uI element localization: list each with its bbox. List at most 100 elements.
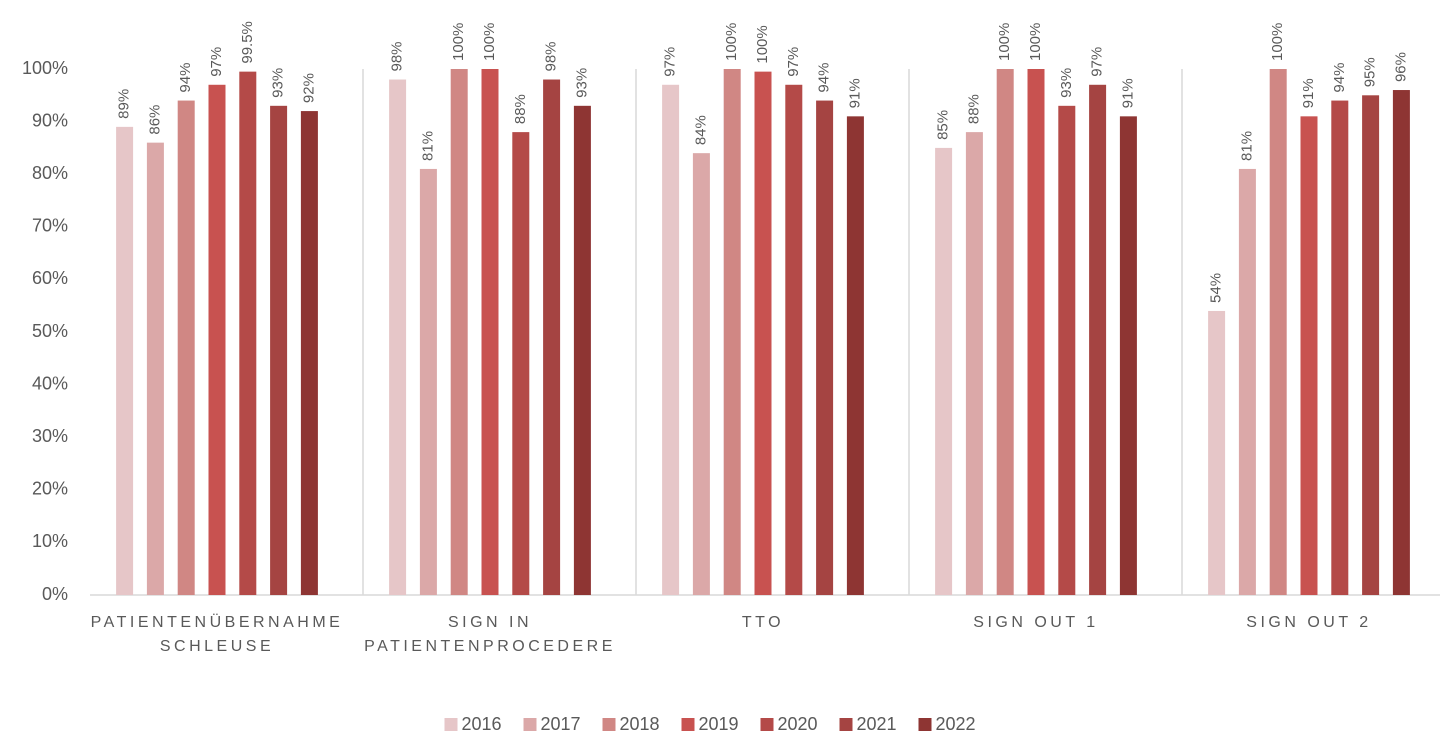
legend-swatch [523, 718, 537, 731]
y-tick-label: 60% [32, 268, 68, 288]
bar [512, 132, 530, 595]
bar [1027, 69, 1045, 595]
legend-label: 2018 [620, 714, 660, 734]
bar [1300, 116, 1318, 595]
legend-swatch [760, 718, 774, 731]
y-tick-label: 70% [32, 216, 68, 236]
data-label: 97% [1089, 47, 1106, 77]
data-label: 100% [723, 23, 740, 61]
y-tick-label: 30% [32, 426, 68, 446]
legend-swatch [444, 718, 458, 731]
bar [419, 168, 437, 595]
bar [573, 105, 591, 595]
data-label: 91% [1300, 78, 1317, 108]
data-label: 100% [450, 23, 467, 61]
legend-label: 2022 [936, 714, 976, 734]
bar [1331, 100, 1349, 595]
bar [146, 142, 164, 595]
x-tick-label: TTO [742, 614, 784, 631]
x-tick-label: SIGN OUT 1 [973, 614, 1098, 631]
bar [1058, 105, 1076, 595]
y-tick-label: 40% [32, 373, 68, 393]
bar [692, 153, 710, 595]
data-label: 97% [785, 47, 802, 77]
data-label: 99.5% [239, 21, 256, 64]
bar [965, 132, 983, 595]
bar [389, 79, 407, 595]
data-label: 89% [116, 89, 133, 119]
bar [116, 126, 134, 596]
legend-swatch [918, 718, 932, 731]
legend-swatch [602, 718, 616, 731]
data-label: 85% [935, 110, 952, 140]
data-label: 94% [177, 63, 194, 93]
data-label: 100% [1269, 23, 1286, 61]
y-tick-label: 90% [32, 110, 68, 130]
legend-label: 2019 [699, 714, 739, 734]
bar [935, 147, 953, 595]
bar [208, 84, 226, 595]
bar [723, 69, 741, 595]
y-tick-label: 10% [32, 531, 68, 551]
bar [1208, 310, 1226, 595]
data-label: 100% [1027, 23, 1044, 61]
data-label: 88% [965, 94, 982, 124]
data-label: 97% [208, 47, 225, 77]
bar [239, 71, 257, 595]
data-label: 92% [300, 73, 317, 103]
bar [270, 105, 288, 595]
data-label: 91% [1119, 78, 1136, 108]
data-label: 86% [146, 105, 163, 135]
data-label: 97% [662, 47, 679, 77]
legend-label: 2016 [462, 714, 502, 734]
bar [1238, 168, 1256, 595]
data-label: 100% [996, 23, 1013, 61]
bar [1089, 84, 1107, 595]
legend-label: 2020 [778, 714, 818, 734]
y-tick-label: 50% [32, 321, 68, 341]
data-label: 95% [1362, 57, 1379, 87]
bar [543, 79, 561, 595]
data-label: 81% [419, 131, 436, 161]
data-label: 81% [1238, 131, 1255, 161]
data-label: 93% [270, 68, 287, 98]
x-tick-label: SIGN IN PATIENTENPROCEDERE [364, 614, 616, 655]
bar [662, 84, 680, 595]
data-label: 100% [754, 25, 771, 63]
legend-label: 2017 [541, 714, 581, 734]
legend-swatch [681, 718, 695, 731]
bar [1119, 116, 1137, 595]
y-tick-label: 20% [32, 479, 68, 499]
bar [996, 69, 1014, 595]
data-label: 100% [481, 23, 498, 61]
bar [1392, 90, 1410, 595]
y-tick-label: 80% [32, 163, 68, 183]
bar [1269, 69, 1287, 595]
data-label: 54% [1208, 273, 1225, 303]
bar [481, 69, 499, 595]
data-label: 98% [389, 41, 406, 71]
data-label: 94% [816, 63, 833, 93]
bar [754, 71, 772, 595]
bar [450, 69, 468, 595]
data-label: 98% [543, 41, 560, 71]
y-tick-label: 0% [42, 584, 68, 604]
y-tick-label: 100% [22, 58, 68, 78]
data-label: 93% [1058, 68, 1075, 98]
legend-label: 2021 [857, 714, 897, 734]
bar [177, 100, 195, 595]
bar [1362, 95, 1380, 596]
bar [300, 111, 318, 595]
legend-swatch [839, 718, 853, 731]
bar [816, 100, 834, 595]
data-label: 93% [573, 68, 590, 98]
bar [785, 84, 803, 595]
data-label: 96% [1392, 52, 1409, 82]
data-label: 84% [692, 115, 709, 145]
x-tick-label: SIGN OUT 2 [1246, 614, 1371, 631]
data-label: 91% [846, 78, 863, 108]
x-tick-label: PATIENTENÜBERNAHME SCHLEUSE [91, 613, 344, 655]
bar [846, 116, 864, 595]
data-label: 94% [1331, 63, 1348, 93]
